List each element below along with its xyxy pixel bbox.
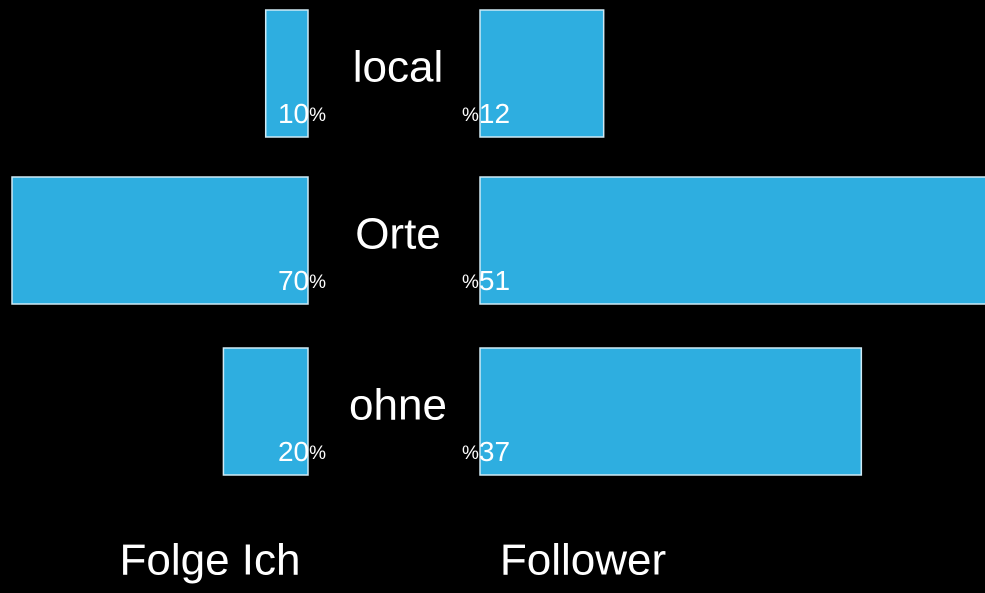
value-label: %12 <box>462 98 510 129</box>
value-label: %51 <box>462 265 510 296</box>
value-label: 20% <box>278 436 326 467</box>
category-label: ohne <box>349 381 447 430</box>
bar <box>264 9 309 138</box>
bar <box>479 9 605 138</box>
value-label: 70% <box>278 265 326 296</box>
bar <box>11 176 309 305</box>
category-label: Orte <box>355 210 441 259</box>
category-label: local <box>353 43 444 92</box>
legend-label: Follower <box>500 536 666 585</box>
value-label: 10% <box>278 98 326 129</box>
bar <box>479 347 863 476</box>
bar <box>222 347 309 476</box>
legend-label: Folge Ich <box>120 536 301 585</box>
bar <box>479 176 985 305</box>
value-label: %37 <box>462 436 510 467</box>
